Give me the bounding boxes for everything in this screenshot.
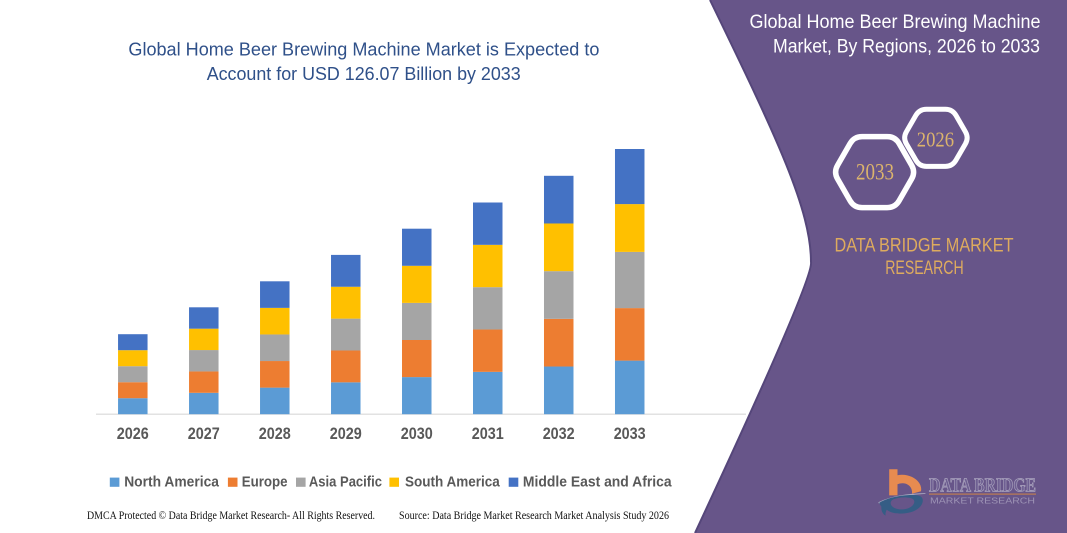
svg-text:Middle East and Africa: Middle East and Africa — [523, 474, 672, 491]
svg-text:Source: Data Bridge Market Res: Source: Data Bridge Market Research Mark… — [399, 510, 669, 522]
svg-text:2026: 2026 — [117, 425, 149, 443]
svg-text:2033: 2033 — [614, 425, 646, 443]
svg-text:MARKET RESEARCH: MARKET RESEARCH — [930, 497, 1035, 506]
svg-text:2032: 2032 — [543, 425, 575, 443]
svg-text:DATA BRIDGE: DATA BRIDGE — [929, 475, 1036, 497]
svg-text:South America: South America — [405, 474, 500, 491]
svg-text:Asia Pacific: Asia Pacific — [309, 474, 382, 491]
svg-text:2031: 2031 — [472, 425, 504, 443]
svg-text:2028: 2028 — [259, 425, 291, 443]
svg-text:2033: 2033 — [856, 160, 894, 185]
svg-text:Market, By Regions, 2026 to 20: Market, By Regions, 2026 to 2033 — [773, 36, 1040, 57]
svg-text:2027: 2027 — [188, 425, 220, 443]
svg-text:RESEARCH: RESEARCH — [885, 258, 964, 279]
svg-text:2026: 2026 — [917, 127, 954, 151]
svg-text:2030: 2030 — [401, 425, 433, 443]
svg-text:DMCA Protected © Data Bridge M: DMCA Protected © Data Bridge Market Rese… — [87, 510, 375, 522]
svg-text:Account for USD 126.07 Billion: Account for USD 126.07 Billion by 2033 — [207, 63, 521, 84]
svg-text:Global Home Beer Brewing Machi: Global Home Beer Brewing Machine Market … — [128, 38, 599, 59]
svg-text:DATA BRIDGE MARKET: DATA BRIDGE MARKET — [835, 236, 1014, 257]
svg-text:2029: 2029 — [330, 425, 362, 443]
svg-text:North America: North America — [124, 474, 219, 491]
svg-text:Europe: Europe — [242, 474, 288, 491]
svg-text:Global Home Beer Brewing Machi: Global Home Beer Brewing Machine — [750, 12, 1041, 33]
